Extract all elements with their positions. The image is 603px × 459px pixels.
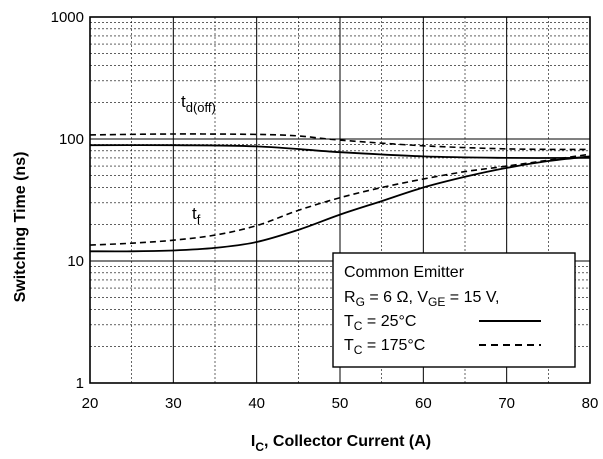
x-tick-label: 60 bbox=[415, 395, 432, 412]
series-td-off-175c bbox=[89, 133, 591, 151]
series-td-off-25c bbox=[89, 144, 591, 159]
td-off-annotation: td(off) bbox=[181, 92, 216, 115]
legend-conditions: RG = 6 Ω, VGE = 15 V, bbox=[344, 289, 499, 309]
legend: Common Emitter RG = 6 Ω, VGE = 15 V, TC … bbox=[332, 252, 576, 368]
x-tick-label: 20 bbox=[82, 395, 99, 412]
y-tick-label: 1 bbox=[76, 375, 84, 392]
legend-entry-25c: TC = 25°C bbox=[344, 313, 416, 333]
legend-title: Common Emitter bbox=[344, 264, 465, 281]
series-tf-175c bbox=[89, 153, 591, 246]
tick-labels: 20 30 40 50 60 70 80 1 10 100 1000 bbox=[51, 9, 599, 412]
legend-entry-175c: TC = 175°C bbox=[344, 337, 425, 357]
tf-annotation: tf bbox=[192, 204, 201, 227]
x-axis-label: IC, Collector Current (A) bbox=[251, 433, 431, 454]
x-tick-label: 30 bbox=[165, 395, 182, 412]
x-tick-label: 50 bbox=[332, 395, 349, 412]
series-layer bbox=[89, 133, 591, 253]
plot-frame bbox=[89, 16, 591, 384]
series-tf-25c bbox=[89, 155, 591, 253]
y-tick-label: 1000 bbox=[51, 9, 84, 26]
y-tick-label: 10 bbox=[67, 253, 84, 270]
y-tick-label: 100 bbox=[59, 131, 84, 148]
y-axis-label: Switching Time (ns) bbox=[12, 152, 29, 303]
legend-box bbox=[332, 252, 576, 368]
x-tick-label: 70 bbox=[498, 395, 515, 412]
x-tick-label: 80 bbox=[582, 395, 599, 412]
x-tick-label: 40 bbox=[248, 395, 265, 412]
